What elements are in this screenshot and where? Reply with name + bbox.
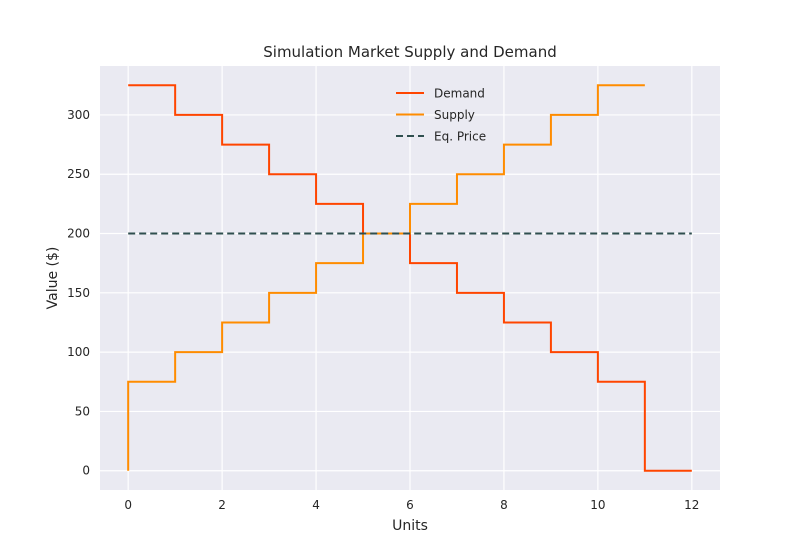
x-tick-label: 12 [684, 498, 699, 512]
y-tick-label: 100 [67, 345, 90, 359]
legend: Demand Supply Eq. Price [396, 87, 486, 144]
y-tick-label: 150 [67, 286, 90, 300]
x-tick-label: 2 [218, 498, 226, 512]
demand-series-line [128, 84, 692, 472]
y-axis-label: Value ($) [45, 247, 61, 310]
y-tick-label: 250 [67, 167, 90, 181]
x-tick-label: 10 [590, 498, 605, 512]
y-tick-label: 300 [67, 108, 90, 122]
y-tick-label: 200 [67, 227, 90, 241]
x-tick-label: 4 [312, 498, 320, 512]
tick-labels: 0 2 4 6 8 10 12 0 50 100 150 200 250 300 [67, 108, 699, 512]
y-tick-label: 0 [82, 464, 90, 478]
x-axis-label: Units [392, 518, 428, 534]
x-tick-label: 6 [406, 498, 414, 512]
x-tick-label: 0 [124, 498, 132, 512]
chart-title: Simulation Market Supply and Demand [263, 43, 556, 61]
legend-label-eq-price: Eq. Price [434, 130, 486, 144]
x-tick-label: 8 [500, 498, 508, 512]
legend-label-supply: Supply [434, 108, 475, 122]
series-lines [127, 84, 692, 472]
legend-label-demand: Demand [434, 87, 485, 101]
y-tick-label: 50 [75, 404, 90, 418]
